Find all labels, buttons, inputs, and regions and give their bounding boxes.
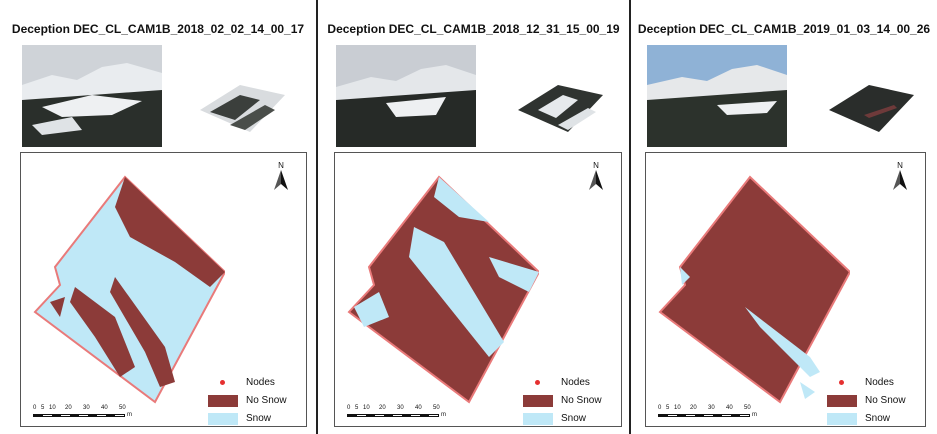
legend-no-snow: No Snow — [523, 393, 613, 411]
scale-bar-graphic — [33, 414, 125, 417]
legend-snow: Snow — [208, 411, 298, 429]
scale-bar-graphic — [658, 414, 750, 417]
camera-photo — [647, 45, 787, 147]
panel-title: Deception DEC_CL_CAM1B_2018_02_02_14_00_… — [11, 22, 305, 36]
node-icon — [220, 380, 225, 385]
snow-map-graphic — [347, 175, 539, 404]
projected-minimap — [518, 85, 603, 132]
no-snow-swatch — [827, 395, 857, 407]
north-label: N — [593, 161, 599, 170]
snow-map: N Nodes No Snow Snow 0 5 10 20 30 40 50 … — [334, 152, 622, 427]
north-arrow-icon: N — [587, 161, 605, 197]
legend: Nodes No Snow Snow — [523, 375, 613, 429]
snow-map: N Nodes No Snow Snow 0 5 10 20 30 40 50 … — [645, 152, 926, 427]
snow-map-graphic — [33, 175, 225, 404]
north-label: N — [897, 161, 903, 170]
node-icon — [535, 380, 540, 385]
scale-bar: 0 5 10 20 30 40 50 m — [33, 405, 132, 418]
map-panel-1: Deception DEC_CL_CAM1B_2018_02_02_14_00_… — [0, 0, 318, 434]
scale-bar: 0 5 10 20 30 40 50 m — [658, 405, 757, 418]
camera-photo — [336, 45, 476, 147]
scale-bar-graphic — [347, 414, 439, 417]
scale-bar: 0 5 10 20 30 40 50 m — [347, 405, 446, 418]
legend-nodes: Nodes — [208, 375, 298, 393]
snow-swatch — [827, 413, 857, 425]
no-snow-swatch — [523, 395, 553, 407]
legend: Nodes No Snow Snow — [208, 375, 298, 429]
snow-swatch — [523, 413, 553, 425]
snow-map: N Nodes No Snow Snow 0 5 10 20 30 40 50 … — [20, 152, 307, 427]
camera-photo — [22, 45, 162, 147]
node-icon — [839, 380, 844, 385]
legend-nodes: Nodes — [827, 375, 917, 393]
north-label: N — [278, 161, 284, 170]
snow-swatch — [208, 413, 238, 425]
map-panel-3: Deception DEC_CL_CAM1B_2019_01_03_14_00_… — [631, 0, 937, 434]
projected-minimap — [829, 85, 914, 132]
panel-title: Deception DEC_CL_CAM1B_2018_12_31_15_00_… — [327, 22, 620, 36]
legend-nodes: Nodes — [523, 375, 613, 393]
panel-title: Deception DEC_CL_CAM1B_2019_01_03_14_00_… — [637, 22, 931, 36]
no-snow-swatch — [208, 395, 238, 407]
snow-map-graphic — [658, 175, 850, 404]
north-arrow-icon: N — [272, 161, 290, 197]
north-arrow-icon: N — [891, 161, 909, 197]
legend-no-snow: No Snow — [827, 393, 917, 411]
map-panel-2: Deception DEC_CL_CAM1B_2018_12_31_15_00_… — [318, 0, 631, 434]
projected-minimap — [200, 85, 285, 132]
legend-no-snow: No Snow — [208, 393, 298, 411]
legend-snow: Snow — [523, 411, 613, 429]
legend: Nodes No Snow Snow — [827, 375, 917, 429]
legend-snow: Snow — [827, 411, 917, 429]
